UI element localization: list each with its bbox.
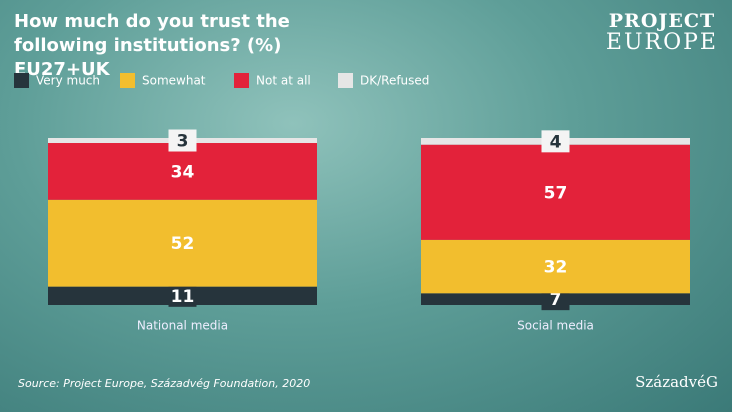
x-tick-label: National media	[137, 319, 228, 333]
data-label: 11	[171, 287, 195, 307]
legend-swatch	[14, 73, 29, 88]
bar-segment	[48, 143, 317, 200]
data-label: 32	[544, 258, 568, 278]
bar-segment	[48, 199, 317, 287]
data-label: 52	[171, 234, 195, 254]
bar-segment	[421, 239, 690, 294]
chart-title: How much do you trust the following inst…	[14, 11, 290, 80]
legend-swatch	[120, 73, 135, 88]
legend-label: Not at all	[256, 74, 311, 88]
label-box	[168, 129, 197, 152]
partner-logo: SzázadvéG	[635, 373, 718, 391]
legend-swatch	[338, 73, 353, 88]
data-label: 7	[550, 290, 562, 310]
logo: PROJECT EUROPE	[606, 10, 718, 54]
label-box	[541, 288, 570, 311]
legend-label: Very much	[36, 74, 100, 88]
label-box	[168, 284, 197, 307]
x-tick-label: Social media	[517, 319, 594, 333]
legend-label: Somewhat	[142, 74, 206, 88]
source: Source: Project Europe, Századvég Founda…	[18, 377, 311, 390]
data-label: 3	[177, 132, 189, 152]
data-label: 34	[171, 162, 195, 182]
legend-swatch	[234, 73, 249, 88]
bar-segment	[421, 144, 690, 240]
data-label: 57	[544, 183, 568, 203]
legend-label: DK/Refused	[360, 74, 429, 88]
label-box	[541, 130, 570, 153]
logo-line: EUROPE	[605, 30, 718, 55]
data-label: 4	[550, 132, 562, 152]
logo-line: PROJECT	[608, 10, 716, 32]
